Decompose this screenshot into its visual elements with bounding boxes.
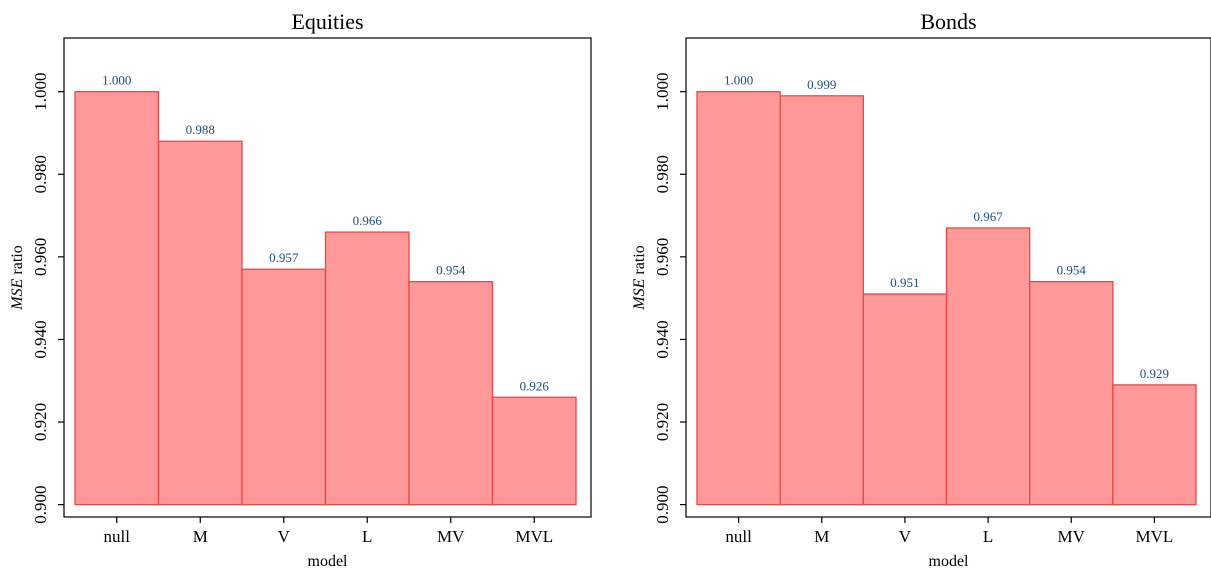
chart-title: Bonds [920, 9, 976, 34]
data-label: 0.967 [973, 209, 1003, 224]
plot-frame [63, 37, 592, 518]
y-axis-title-italic: MSE [9, 278, 26, 310]
y-tick-label: 0.960 [31, 238, 50, 276]
chart-title: Equities [291, 9, 363, 34]
data-label: 0.929 [1140, 366, 1169, 381]
bar-MVL [491, 396, 577, 506]
bar-MV [1029, 280, 1114, 506]
x-tick-label: MV [437, 527, 465, 546]
y-tick-label: 1.000 [653, 73, 672, 111]
x-axis-title: model [929, 553, 970, 570]
x-tick-label: M [814, 527, 829, 546]
bar-L [945, 227, 1031, 506]
bar-null [696, 91, 781, 506]
data-label: 0.988 [186, 122, 215, 137]
data-label: 1.000 [102, 73, 131, 88]
bar-M [779, 95, 864, 506]
x-tick-label: null [104, 527, 131, 546]
bar-MVL [1112, 384, 1197, 506]
bar-V [862, 293, 948, 506]
plot-frame [685, 37, 1211, 518]
y-tick-label: 0.980 [31, 155, 50, 193]
data-label: 0.954 [436, 263, 466, 278]
y-tick-label: 0.960 [653, 238, 672, 276]
y-axis-title: MSE ratio [9, 245, 26, 310]
x-tick-label: MV [1058, 527, 1086, 546]
y-axis-title-rest: ratio [631, 245, 648, 278]
x-tick-label: MVL [1136, 527, 1174, 546]
y-tick-label: 0.920 [653, 403, 672, 441]
y-tick-label: 0.920 [31, 403, 50, 441]
y-tick-label: 0.900 [31, 485, 50, 523]
y-axis-title: MSE ratio [631, 245, 648, 310]
y-tick-label: 0.900 [653, 485, 672, 523]
y-axis-title-italic: MSE [631, 278, 648, 310]
x-tick-label: L [362, 527, 372, 546]
data-label: 0.954 [1057, 263, 1087, 278]
data-label: 0.966 [353, 213, 383, 228]
x-tick-label: L [983, 527, 993, 546]
bar-M [157, 140, 243, 506]
y-tick-label: 1.000 [31, 73, 50, 111]
y-tick-label: 0.940 [653, 320, 672, 358]
data-label: 0.926 [520, 378, 550, 393]
chart-1: Bonds 1.000 0.999 0.951 0.967 0.954 0.929 0.900… [631, 9, 1211, 570]
x-tick-label: V [899, 527, 912, 546]
data-label: 1.000 [724, 73, 753, 88]
x-axis-title: model [308, 553, 349, 570]
x-tick-label: V [278, 527, 291, 546]
bar-V [241, 268, 327, 506]
y-tick-label: 0.980 [653, 155, 672, 193]
data-label: 0.999 [807, 77, 836, 92]
bar-MV [408, 280, 494, 506]
x-tick-label: MVL [515, 527, 553, 546]
data-label: 0.951 [890, 275, 919, 290]
x-tick-label: M [193, 527, 208, 546]
chart-0: Equities 1.000 0.988 0.957 0.966 0.954 0.926 0.… [9, 9, 592, 570]
data-label: 0.957 [269, 250, 299, 265]
bar-null [74, 91, 160, 506]
y-tick-label: 0.940 [31, 320, 50, 358]
y-axis-title-rest: ratio [9, 245, 26, 278]
bar-L [324, 231, 410, 506]
x-tick-label: null [725, 527, 752, 546]
